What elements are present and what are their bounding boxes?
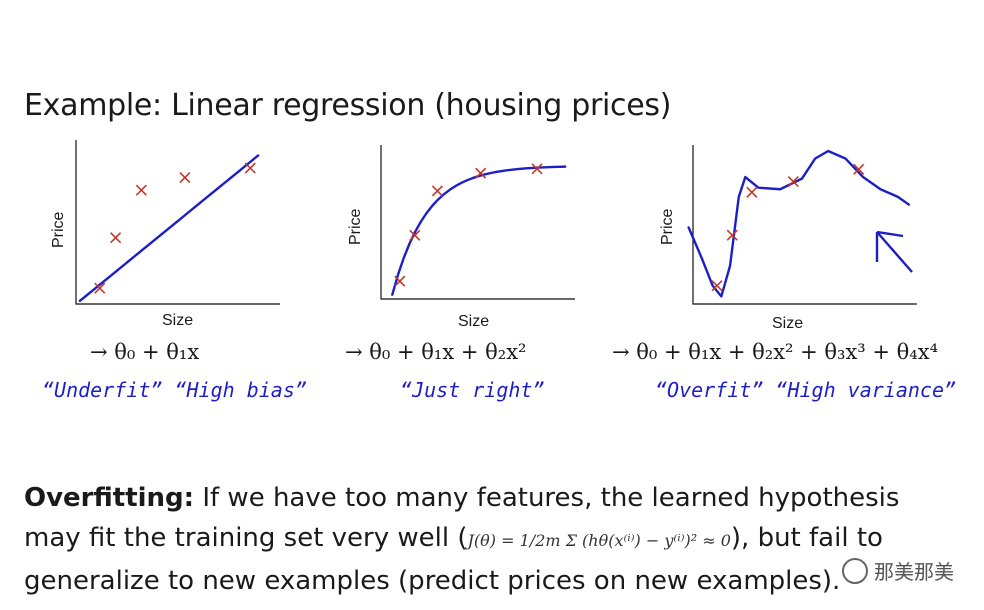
xlabel: Size: [458, 313, 490, 330]
data-point: [475, 167, 487, 179]
overfitting-paragraph: Overfitting: If we have too many feature…: [24, 478, 964, 601]
wechat-icon: [842, 557, 868, 584]
chart-just-right-plot: [380, 145, 575, 300]
overfitting-heading: Overfitting:: [24, 483, 195, 513]
axes: [380, 145, 575, 300]
data-point: [431, 185, 443, 197]
annotation-overfit: “Overfit” “High variance”: [655, 378, 957, 402]
data-point: [179, 172, 191, 184]
data-point: [409, 229, 421, 241]
data-point: [110, 232, 122, 244]
data-point: [244, 162, 256, 174]
axes: [75, 140, 280, 305]
chart-just-right: Price Size: [347, 145, 575, 330]
formula-overfit: → θ₀ + θ₁x + θ₂x² + θ₃x³ + θ₄x⁴: [612, 340, 938, 364]
slide-title: Example: Linear regression (housing pric…: [24, 88, 672, 123]
xlabel: Size: [772, 315, 804, 332]
annotation-underfit: “Underfit” “High bias”: [42, 378, 307, 402]
fit-curve: [391, 165, 567, 296]
data-point: [135, 184, 147, 196]
chart-underfit: Price Size: [50, 140, 280, 329]
data-point: [746, 186, 758, 198]
data-point: [711, 280, 723, 292]
chart-overfit-plot: [687, 145, 917, 305]
annotation-just-right: “Just right”: [400, 378, 545, 402]
data-point: [394, 275, 406, 287]
cost-equation: J(θ) = 1/2m Σ (hθ(x⁽ⁱ⁾) − y⁽ⁱ⁾)² ≈ 0: [467, 531, 731, 550]
ylabel: Price: [347, 208, 364, 245]
overfitting-text-2: ), but fail to generalize to new example…: [24, 523, 883, 596]
chart-overfit: Price Size: [659, 145, 917, 332]
watermark-text: 那美那美: [874, 560, 954, 584]
data-point: [853, 163, 865, 175]
formula-just-right: → θ₀ + θ₁x + θ₂x²: [345, 340, 527, 364]
xlabel: Size: [162, 312, 194, 329]
arrow-annotation: [875, 230, 913, 273]
ylabel: Price: [50, 211, 67, 248]
watermark: 那美那美: [842, 556, 954, 585]
fit-curve: [78, 154, 260, 303]
formula-underfit: → θ₀ + θ₁x: [90, 340, 200, 364]
data-point: [94, 282, 106, 294]
overfitting-text-1: If we have too many features, the learne…: [24, 483, 900, 553]
ylabel: Price: [659, 208, 676, 245]
fit-curve: [687, 149, 911, 298]
data-point: [726, 229, 738, 241]
chart-underfit-plot: [75, 140, 280, 305]
data-point: [531, 163, 543, 175]
axes: [692, 145, 917, 305]
data-point: [787, 176, 799, 188]
